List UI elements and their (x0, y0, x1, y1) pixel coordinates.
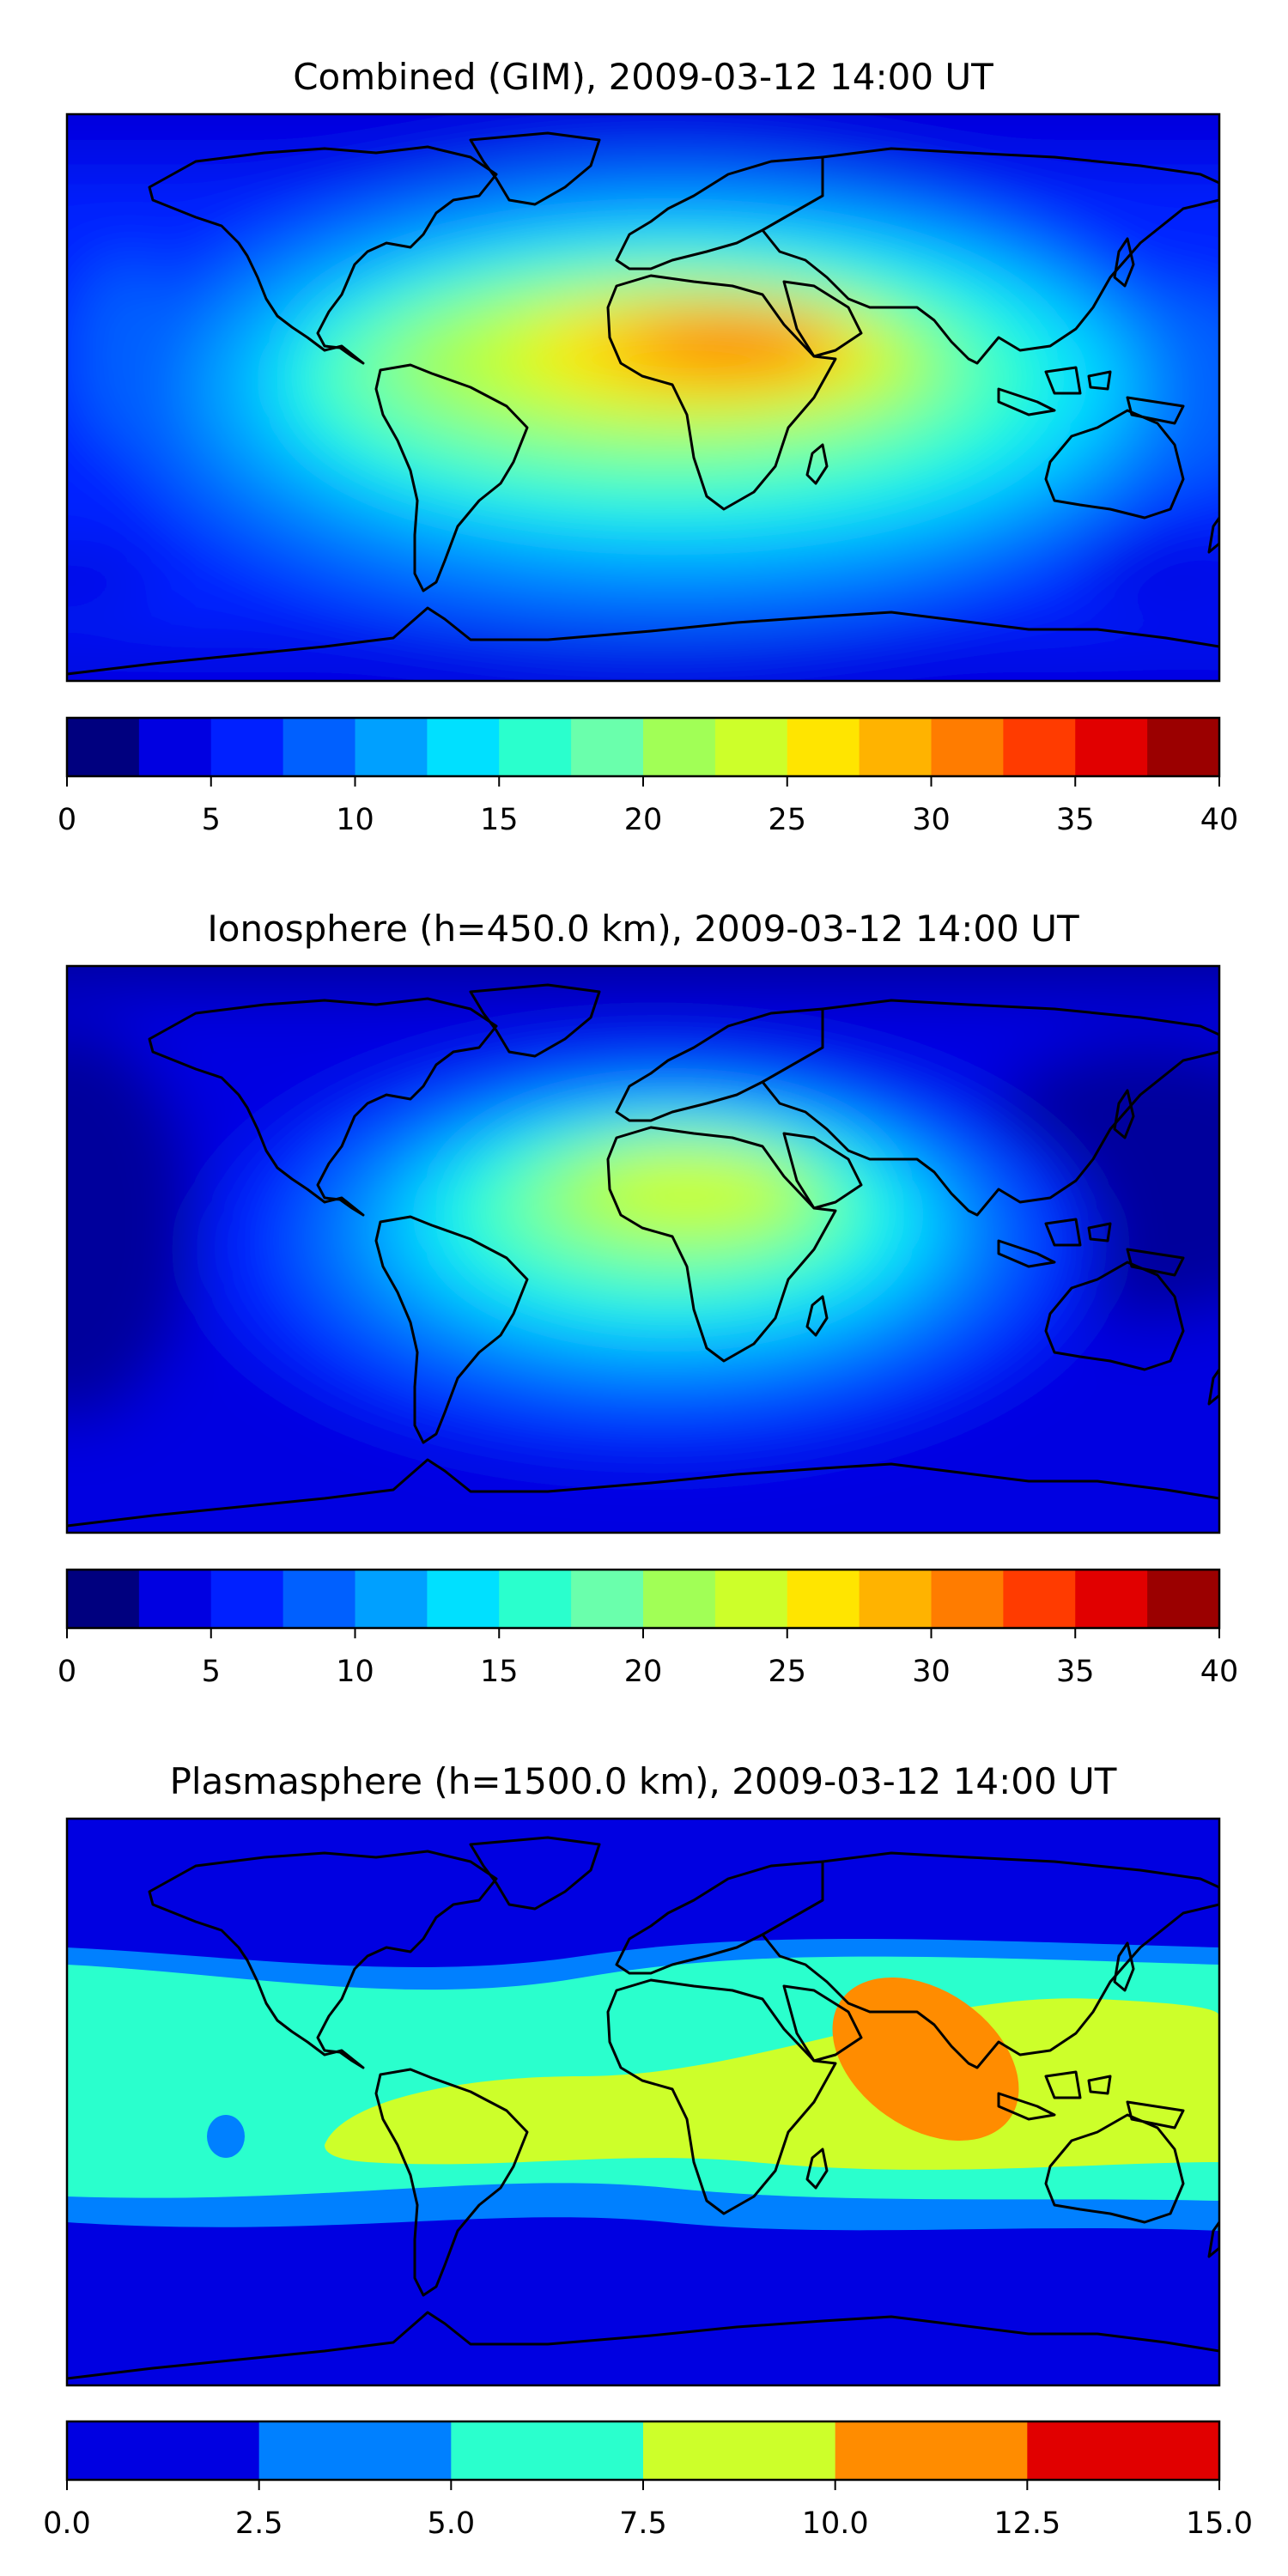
map-frame (65, 964, 1221, 1534)
colorbar-tick-label: 15 (480, 803, 519, 837)
colorbar-tick-label: 5 (202, 803, 221, 837)
colorbar-segment (835, 2421, 1028, 2480)
colorbar-segment (499, 718, 572, 776)
colorbar-tick-label: 10.0 (802, 2506, 869, 2541)
tec-contour-field (0, 0, 1288, 939)
colorbar-tick-label: 25 (768, 1655, 806, 1689)
colorbar-ionosphere: 0 5 10 15 20 25 30 35 40 (58, 1568, 1239, 1689)
chart-title-plasmasphere: Plasmasphere (h=1500.0 km), 2009-03-12 1… (170, 1760, 1117, 1802)
colorbar-segment (643, 2421, 836, 2480)
colorbar-segment (1075, 1570, 1148, 1628)
colorbar-segment (1147, 718, 1220, 776)
colorbar-segment (67, 718, 140, 776)
panel-plasmasphere: Plasmasphere (h=1500.0 km), 2009-03-12 1… (43, 1760, 1253, 2541)
colorbar-segment (571, 1570, 644, 1628)
map-frame (65, 112, 1221, 683)
colorbar-tick-label: 35 (1056, 1655, 1095, 1689)
colorbar-tick-label: 20 (624, 803, 663, 837)
colorbar-segment (787, 718, 860, 776)
colorbar-segment (714, 718, 788, 776)
colorbar-segment (643, 718, 716, 776)
colorbar-segment (1075, 718, 1148, 776)
colorbar-segment (714, 1570, 788, 1628)
colorbar-tick-label: 35 (1056, 803, 1095, 837)
colorbar-tick-label: 0 (58, 1655, 76, 1689)
colorbar-segment (571, 718, 644, 776)
colorbar-segment (643, 1570, 716, 1628)
colorbar-segment (283, 718, 356, 776)
map-plasmasphere (67, 1819, 1219, 2385)
colorbar-segment (1147, 1570, 1220, 1628)
panel-ionosphere: Ionosphere (h=450.0 km), 2009-03-12 14:0… (58, 908, 1239, 1689)
colorbar-tick-label: 10 (336, 803, 374, 837)
tec-contour-field (67, 1819, 1219, 2385)
colorbar-tick-label: 0.0 (43, 2506, 91, 2541)
colorbar-segment (859, 718, 933, 776)
colorbar-tick-label: 7.5 (619, 2506, 667, 2541)
colorbar-segment (258, 2421, 452, 2480)
map-combined (0, 0, 1288, 939)
colorbar-tick-label: 2.5 (235, 2506, 283, 2541)
panel-combined: Combined (GIM), 2009-03-12 14:00 UT 0 5 10… (0, 0, 1288, 939)
colorbar-tick-label: 5.0 (427, 2506, 475, 2541)
colorbar-segment (931, 1570, 1004, 1628)
colorbar-segment (283, 1570, 356, 1628)
colorbar-tick-label: 12.5 (993, 2506, 1060, 2541)
colorbar-tick-label: 30 (912, 803, 951, 837)
colorbar-segment (355, 1570, 428, 1628)
colorbar-tick-label: 0 (58, 803, 76, 837)
colorbar-tick-label: 30 (912, 1655, 951, 1689)
colorbar-segment (67, 2421, 260, 2480)
colorbar-tick-label: 20 (624, 1655, 663, 1689)
colorbar-tick-label: 15 (480, 1655, 519, 1689)
colorbar-segment (355, 718, 428, 776)
colorbar-segment (67, 1570, 140, 1628)
colorbar-combined: 0 5 10 15 20 25 30 35 40 (58, 716, 1239, 837)
colorbar-segment (210, 1570, 284, 1628)
colorbar-segment (1003, 1570, 1076, 1628)
colorbar-segment (451, 2421, 644, 2480)
map-frame (65, 1817, 1221, 2387)
colorbar-segment (499, 1570, 572, 1628)
chart-title-combined: Combined (GIM), 2009-03-12 14:00 UT (293, 56, 993, 98)
chart-title-ionosphere: Ionosphere (h=450.0 km), 2009-03-12 14:0… (207, 908, 1079, 950)
colorbar-segment (427, 718, 500, 776)
colorbar-segment (138, 718, 212, 776)
colorbar-segment (859, 1570, 933, 1628)
colorbar-tick-label: 40 (1200, 1655, 1239, 1689)
colorbar-tick-label: 15.0 (1186, 2506, 1253, 2541)
colorbar-segment (931, 718, 1004, 776)
colorbar-segment (787, 1570, 860, 1628)
colorbar-tick-label: 40 (1200, 803, 1239, 837)
colorbar-tick-label: 10 (336, 1655, 374, 1689)
colorbar-segment (1027, 2421, 1220, 2480)
colorbar-tick-label: 25 (768, 803, 806, 837)
colorbar-segment (1003, 718, 1076, 776)
colorbar-segment (427, 1570, 500, 1628)
colorbar-tick-label: 5 (202, 1655, 221, 1689)
colorbar-segment (138, 1570, 212, 1628)
colorbar-segment (210, 718, 284, 776)
colorbar-plasmasphere: 0.0 2.5 5.0 7.5 10.0 12.5 15.0 (43, 2420, 1253, 2541)
